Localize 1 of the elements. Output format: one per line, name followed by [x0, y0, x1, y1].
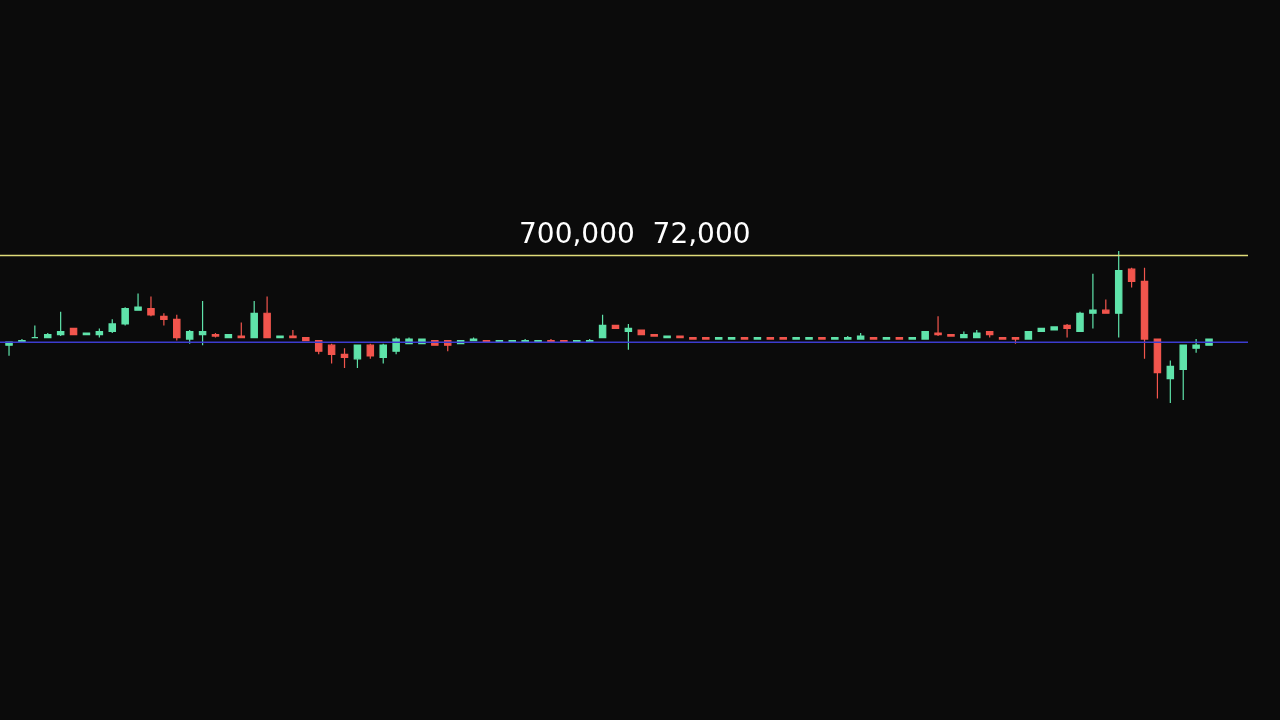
- text: 700,000 72,000: [519, 217, 751, 250]
